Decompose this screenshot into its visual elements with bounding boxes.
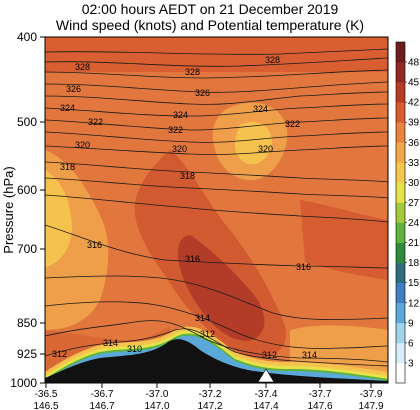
x-tick-label-lat: -37.9 [360,389,383,400]
y-axis-label: Pressure (hPa) [1,166,16,253]
contour-label: 320 [258,144,273,154]
colorbar-swatch [396,242,405,263]
contour-label: 322 [285,119,300,129]
contour-label: 312 [52,349,67,359]
colorbar-tick-label: 45 [408,78,420,89]
colorbar-tick-label: 24 [408,218,420,229]
x-tick-label-lon: 147.0 [144,401,169,410]
chart-subtitle: Wind speed (knots) and Potential tempera… [55,17,365,33]
colorbar-swatch [396,302,405,324]
colorbar-swatch [396,322,405,344]
colorbar-tick-label: 18 [408,258,420,269]
colorbar-tick-label: 15 [408,278,420,289]
colorbar-swatch [396,362,405,384]
contour-label: 310 [127,344,142,354]
chart-title: 02:00 hours AEDT on 21 December 2019 [81,1,339,17]
colorbar-tick-label: 12 [408,298,420,309]
contour-label: 324 [173,110,188,120]
x-tick-label-lat: -37.2 [199,389,222,400]
colorbar-swatch [396,222,405,243]
contour-label: 328 [75,62,90,72]
contour-label: 316 [87,240,102,250]
contour-label: 312 [262,350,277,360]
y-tick-label: 850 [17,316,37,330]
colorbar-swatch [396,142,405,163]
plot-frame [44,36,389,384]
contour-label: 314 [103,338,118,348]
colorbar-tick-label: 36 [408,138,420,149]
x-tick-label-lat: -36.7 [91,389,114,400]
x-tick-label-lat: -36.5 [35,389,58,400]
x-tick-label-lon: 147.2 [197,401,222,410]
contour-label: 322 [88,117,103,127]
contour-label: 326 [66,84,81,94]
colorbar-swatch [396,282,405,304]
colorbar-tick-label: 27 [408,198,420,209]
contour-label: 320 [75,140,90,150]
contour-label: 320 [172,144,187,154]
contour-label: 314 [302,350,317,360]
colorbar-swatch [396,62,405,83]
contour-label: 328 [265,55,280,65]
contour-label: 324 [253,104,268,114]
contour-label: 328 [185,67,200,77]
colorbar-swatch [396,122,405,143]
x-tick-label-lon: 146.7 [89,401,114,410]
contour-label: 316 [296,262,311,272]
colorbar-swatch [396,82,405,103]
y-tick-label: 700 [17,242,37,256]
x-tick-label-lat: -37.7 [309,389,332,400]
y-tick-label: 500 [17,115,37,129]
y-tick-label: 400 [17,30,37,44]
y-axis: 400 500 600 700 850 925 1000 [10,30,45,390]
colorbar-swatch [396,102,405,123]
colorbar-swatch [396,202,405,223]
contour-labels: 328 328 328 326 326 324 324 324 322 322 … [52,55,317,360]
colorbar-tick-label: 6 [408,338,414,349]
contour-label: 326 [195,88,210,98]
colorbar-tick-label: 3 [408,358,414,369]
x-tick-label-lon: 147.4 [253,401,278,410]
location-marker-icon [257,368,275,383]
x-tick-label-lon: 147.9 [358,401,383,410]
isentropes [45,48,388,367]
colorbar-swatch [396,42,405,63]
contour-label: 316 [185,254,200,264]
contour-label: 324 [60,103,75,113]
colorbar-tick-label: 33 [408,158,420,169]
x-tick-label-lat: -37.4 [255,389,278,400]
y-tick-label: 600 [17,183,37,197]
contour-label: 318 [60,162,75,172]
x-tick-label-lon: 146.5 [33,401,58,410]
colorbar-swatch [396,262,405,284]
contour-label: 318 [180,171,195,181]
x-tick-label-lat: -37.0 [146,389,169,400]
terrain [45,339,388,383]
x-tick-label-lon: 147.6 [307,401,332,410]
y-tick-label: 925 [17,347,37,361]
colorbar-swatch [396,342,405,364]
colorbar-swatch [396,162,405,183]
colorbar-tick-label: 9 [408,318,414,329]
contour-label: 312 [200,329,215,339]
colorbar-tick-label: 21 [408,238,420,249]
y-tick-label: 1000 [10,376,37,390]
contour-label: 314 [195,313,210,323]
contour-label: 322 [168,125,183,135]
colorbar-tick-label: 39 [408,118,420,129]
colorbar-tick-label: 30 [408,178,420,189]
colorbar-frame [395,41,406,384]
colorbar-swatch [396,182,405,203]
colorbar-tick-label: 42 [408,98,420,109]
colorbar-tick-label: 48 [408,58,420,69]
